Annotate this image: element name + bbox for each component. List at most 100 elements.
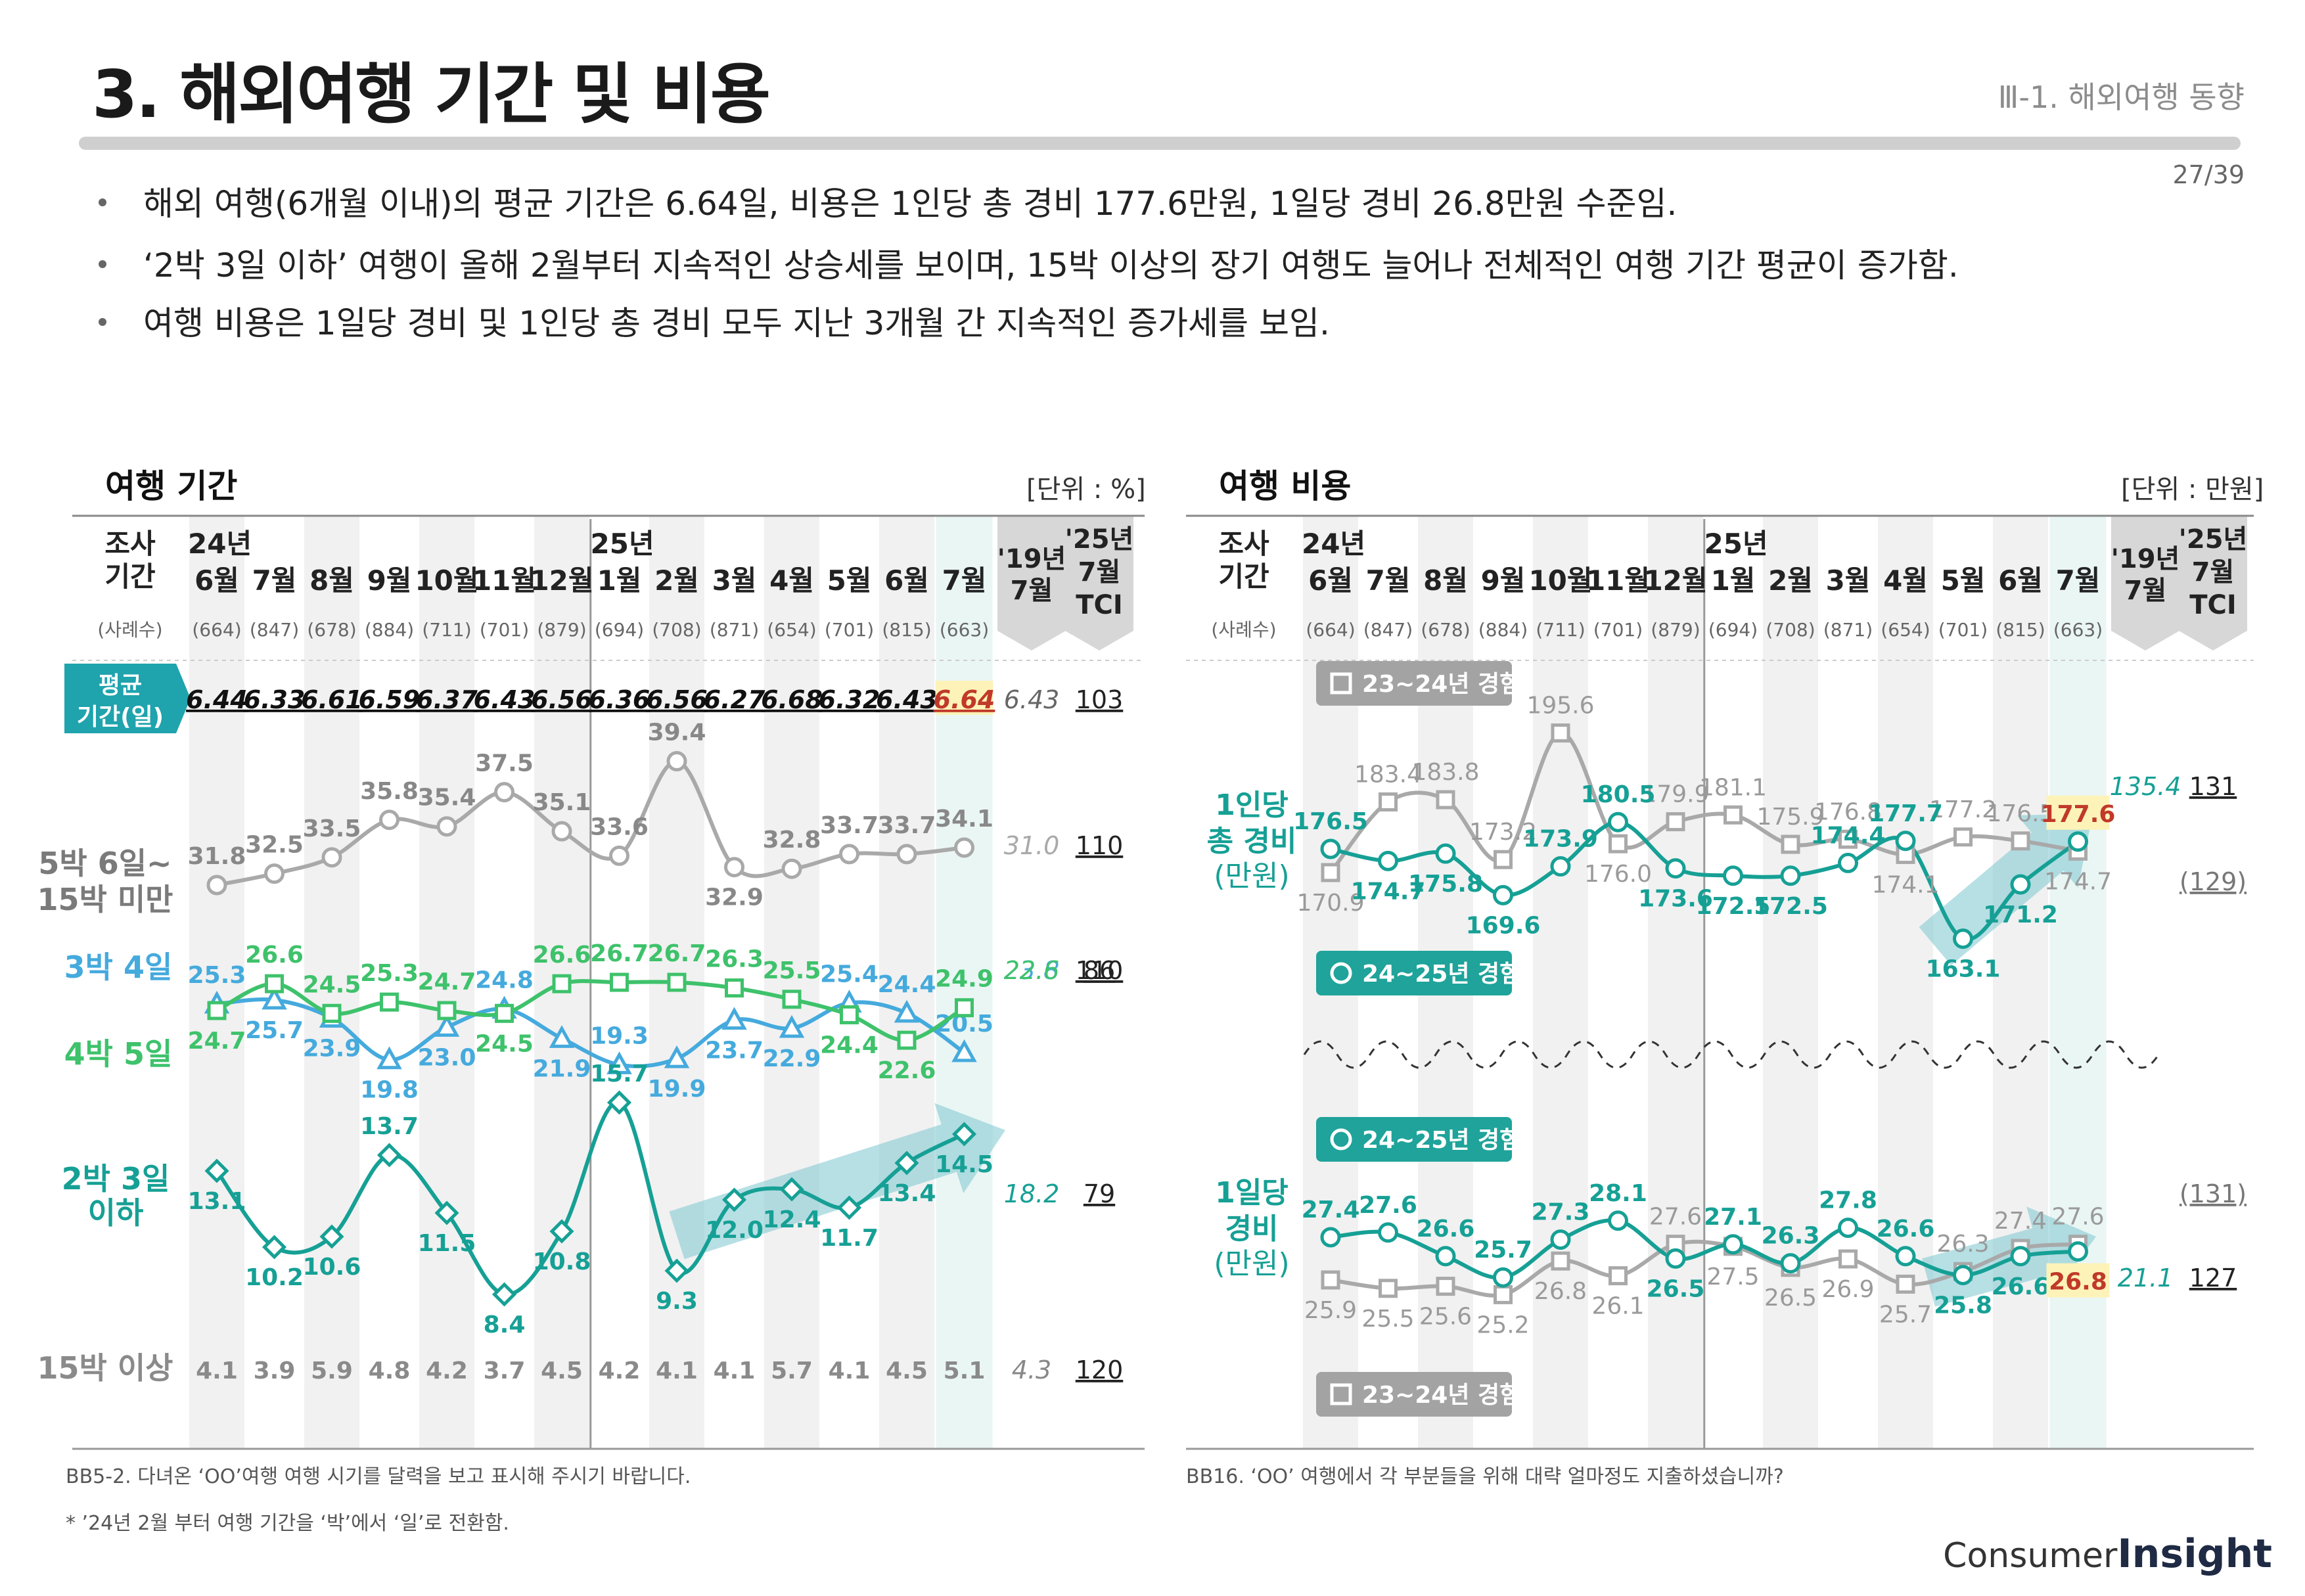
cost-year-24: 24년: [1302, 528, 1365, 560]
avg-value-0: 6.44: [186, 685, 248, 714]
cost-curr-0-value-11: 163.1: [1926, 956, 2001, 983]
cost-sample-10: (654): [1881, 619, 1930, 641]
bullet-1: 해외 여행(6개월 이내)의 평균 기간은 6.64일, 비용은 1인당 총 경…: [99, 177, 1677, 225]
cost-curr-0-point-0: [1320, 838, 1341, 859]
series-1-point-9: [721, 1007, 747, 1030]
duration-sample-2: (678): [307, 619, 356, 641]
cost-curr-1-highlight-bg: [2046, 1263, 2110, 1298]
cost-curr-0-value-5: 180.5: [1581, 781, 1656, 808]
avg-value-9: 6.27: [704, 685, 765, 714]
cost-prev-1-point-5: [1609, 1266, 1628, 1286]
series-0-point-11: [839, 844, 859, 865]
series-2-value-9: 26.3: [705, 946, 764, 973]
duration-month-8: 2월: [654, 564, 699, 597]
cost-curr-1-value-4: 27.3: [1532, 1199, 1590, 1226]
legend-prev-bottom-square-icon: [1330, 1383, 1352, 1405]
series-3-value-6: 10.8: [533, 1248, 591, 1275]
cost-month-7: 1월: [1711, 564, 1756, 597]
series-3-value-3: 13.7: [360, 1113, 419, 1140]
avg-label-bg: [64, 664, 191, 733]
cost-total-trend-arrow: [1919, 813, 2093, 966]
avg-value-7: 6.36: [589, 685, 650, 714]
series-1-point-4: [434, 1014, 460, 1037]
series-2-value-0: 24.7: [188, 1028, 246, 1055]
series-1-point-1: [262, 986, 287, 1010]
legend-curr-top-circle-icon: [1330, 962, 1352, 984]
series-1-point-8: [664, 1045, 690, 1068]
duration-tci-label-2: 7월: [1078, 557, 1121, 587]
cost-curr-0-point-11: [1953, 928, 1973, 949]
series-3-value-0: 13.1: [188, 1188, 246, 1215]
series-0-point-5: [494, 782, 514, 803]
series-0-value-6: 35.1: [533, 789, 591, 816]
series-3-ref19: 18.2: [1004, 1179, 1060, 1208]
duration-sample-6: (879): [537, 619, 586, 641]
cost-month-12: 6월: [1998, 564, 2043, 597]
series-0-point-0: [206, 875, 227, 896]
cost-prev-0-value-0: 170.9: [1296, 890, 1364, 917]
cost-group-1-label-0: 1일당: [1215, 1176, 1289, 1210]
cost-curr-1-value-11: 25.8: [1934, 1292, 1992, 1319]
cost-prev-0-value-13: 174.7: [2044, 868, 2112, 895]
series-2-value-2: 24.5: [303, 971, 361, 998]
cost-prev-1-point-4: [1551, 1251, 1570, 1271]
duration-year-25: 25년: [591, 528, 654, 560]
series-0-value-10: 32.8: [763, 827, 821, 854]
duration-month-7: 1월: [597, 564, 642, 597]
cost-curr-1-point-1: [1378, 1222, 1398, 1243]
series-2-point-11: [840, 1005, 859, 1024]
series-0-value-7: 33.6: [590, 813, 649, 840]
duration-sample-4: (711): [422, 619, 471, 641]
cost-sample-8: (708): [1766, 619, 1815, 641]
series-2-value-4: 24.7: [418, 969, 476, 995]
cost-curr-0-point-5: [1608, 811, 1628, 832]
duration-sample-label: (사례수): [97, 619, 162, 641]
series-1-value-4: 23.0: [418, 1044, 476, 1071]
series-0-value-13: 34.1: [935, 806, 993, 832]
cost-sample-5: (701): [1593, 619, 1643, 641]
cost-curr-1-point-2: [1435, 1246, 1456, 1267]
cost-prev-1-value-11: 26.3: [1936, 1231, 1989, 1258]
cost-month-11: 5월: [1941, 564, 1986, 597]
cost-footnote: BB16. ‘OO’ 여행에서 각 부분들을 위해 대략 얼마정도 지출하셨습니…: [1186, 1465, 1784, 1488]
series-0-value-8: 39.4: [648, 719, 706, 746]
series-0-value-9: 32.9: [705, 884, 764, 911]
cost-prev-0-value-2: 183.8: [1411, 759, 1479, 786]
duration-stripe-1: [304, 516, 359, 1449]
series-1-value-10: 22.9: [763, 1045, 821, 1072]
cost-group-1-ref19: 21.1: [2118, 1264, 2174, 1292]
cost-curr-0-point-10: [1895, 831, 1916, 852]
cost-sample-6: (879): [1651, 619, 1700, 641]
cost-prev-0-value-12: 176.5: [1986, 800, 2054, 827]
series-0-value-0: 31.8: [188, 843, 246, 870]
duration-month-10: 4월: [769, 564, 814, 597]
duration-tci-label-1: '25년: [1065, 524, 1134, 555]
series-1-value-2: 23.9: [303, 1036, 361, 1062]
avg-value-10: 6.68: [761, 685, 823, 714]
series-3-value-2: 10.6: [303, 1254, 361, 1281]
cost-prev-0-value-10: 174.1: [1871, 871, 1939, 898]
legend-prev-top-bg: [1316, 661, 1512, 706]
cost-prev-0-point-1: [1379, 792, 1398, 811]
cost-curr-0-value-10: 177.7: [1868, 800, 1943, 827]
series-4-value-6: 4.5: [541, 1357, 583, 1384]
cost-prev-0-value-1: 183.4: [1354, 762, 1422, 788]
cost-prev-0-point-11: [1953, 827, 1973, 847]
series-3-value-8: 9.3: [656, 1288, 698, 1315]
duration-stripe-0: [189, 516, 244, 1449]
cost-curr-0-value-13: 177.6: [2041, 801, 2116, 828]
duration-survey-label-1: 조사: [104, 528, 156, 560]
cost-prev-0-point-3: [1494, 850, 1513, 869]
cost-curr-1-point-8: [1780, 1253, 1801, 1274]
cost-prev-0-value-7: 181.1: [1699, 774, 1767, 801]
cost-curr-0-value-0: 176.5: [1293, 808, 1368, 835]
cost-prev-1-point-2: [1436, 1277, 1455, 1296]
cost-curr-line-1: [1330, 1218, 2078, 1280]
cost-wavy-separator: [1303, 1040, 2160, 1069]
series-2-value-5: 24.5: [475, 1030, 534, 1057]
series-4-value-8: 4.1: [656, 1357, 698, 1384]
cost-tci-label-3: TCI: [2189, 590, 2237, 620]
cost-prev-0-point-6: [1666, 812, 1685, 832]
series-1-label-0: 3박 4일: [64, 949, 173, 985]
cost-sample-2: (678): [1421, 619, 1470, 641]
